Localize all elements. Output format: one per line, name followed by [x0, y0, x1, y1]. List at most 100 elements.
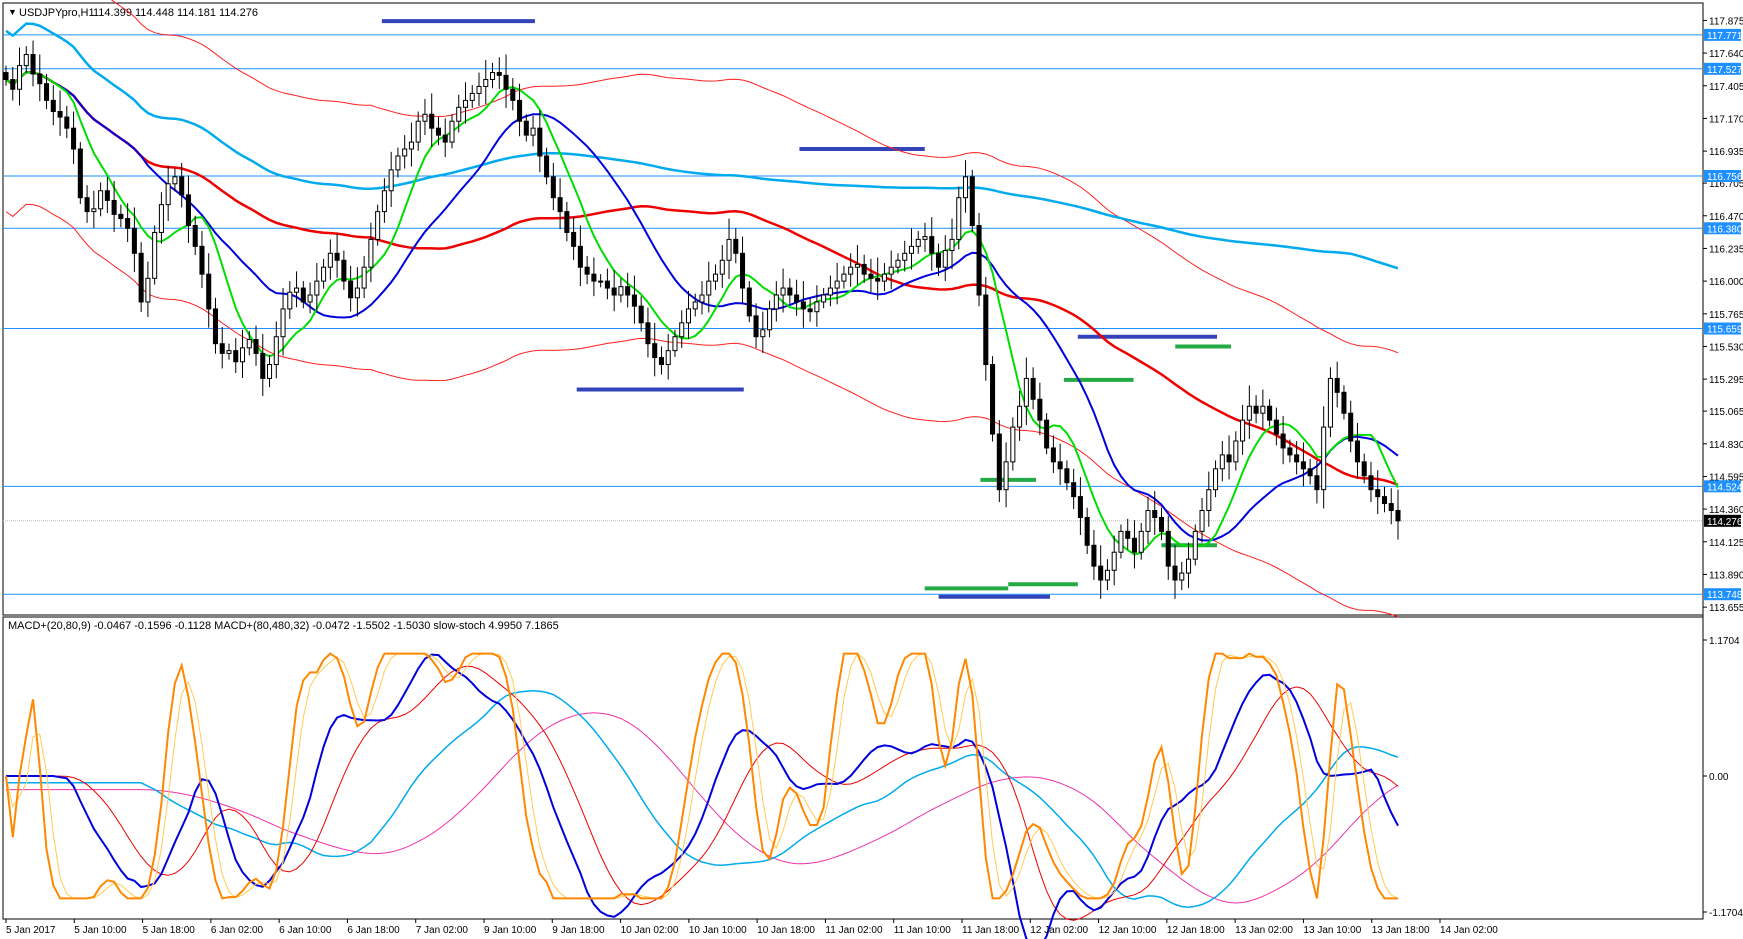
bear-candle: [1165, 516, 1171, 580]
candle-body: [1361, 461, 1367, 477]
price-tick-label: 116.000: [1709, 277, 1743, 288]
bull-candle: [719, 244, 725, 288]
candle-body: [577, 245, 583, 268]
candle-body: [1199, 510, 1205, 532]
candle-body: [429, 113, 435, 129]
time-tick-label: 14 Jan 02:00: [1440, 925, 1498, 936]
bear-candle: [794, 279, 800, 316]
candle-body: [523, 120, 529, 136]
candle-body: [1192, 530, 1198, 560]
candle-body: [753, 315, 759, 338]
bear-candle: [638, 296, 644, 332]
bull-candle: [226, 343, 232, 360]
bear-candle: [1273, 407, 1279, 446]
bear-candle: [1064, 460, 1070, 491]
bull-candle: [1003, 442, 1009, 508]
candle-body: [1294, 454, 1300, 463]
bear-candle: [1057, 443, 1063, 486]
bull-candle: [1023, 357, 1029, 426]
candle-body: [881, 273, 887, 282]
price-tick-label: 117.875: [1709, 16, 1743, 27]
bear-candle: [1253, 395, 1259, 424]
candle-body: [706, 280, 712, 296]
candle-body: [929, 236, 935, 254]
bull-candle: [1111, 535, 1117, 586]
indicator-tick-label: 0.00: [1709, 772, 1729, 783]
candle-body: [719, 259, 725, 275]
bull-candle: [307, 282, 313, 314]
bull-candle: [483, 60, 489, 104]
candle-body: [361, 266, 367, 289]
slow-signal-line: [6, 712, 1399, 904]
time-tick-label: 10 Jan 10:00: [689, 925, 747, 936]
bear-candle: [334, 233, 340, 278]
price-tick-label: 114.360: [1709, 505, 1743, 516]
candle-body: [983, 294, 989, 366]
bull-candle: [469, 85, 475, 108]
candle-body: [875, 277, 881, 282]
price-tick-label: 116.235: [1709, 244, 1743, 255]
candle-body: [192, 224, 198, 247]
bull-candle: [1145, 496, 1151, 544]
candle-body: [1185, 558, 1192, 574]
candle-body: [1098, 565, 1104, 581]
bull-candle: [462, 82, 469, 124]
candle-body: [1138, 530, 1144, 553]
bull-candle: [246, 331, 252, 356]
candle-body: [1240, 419, 1246, 442]
level-price-tag: [1704, 62, 1741, 75]
bear-candle: [658, 346, 664, 375]
bear-candle: [983, 276, 989, 381]
candle-body: [598, 280, 604, 283]
bear-candle: [611, 269, 617, 312]
bull-candle: [294, 271, 300, 308]
bear-candle: [1071, 468, 1077, 510]
time-tick-label: 11 Jan 18:00: [962, 925, 1020, 936]
candle-body: [949, 238, 955, 252]
main-panel-frame[interactable]: [2, 2, 1704, 616]
time-tick-label: 12 Jan 02:00: [1030, 925, 1088, 936]
candle-body: [544, 155, 550, 178]
candle-body: [395, 155, 401, 171]
bull-candle: [814, 285, 820, 327]
bear-candle: [1334, 361, 1340, 408]
bear-candle: [64, 105, 70, 139]
candle-body: [1037, 398, 1043, 421]
bear-candle: [976, 212, 982, 307]
bull-candle: [922, 222, 928, 252]
bear-candle: [111, 181, 117, 232]
bull-candle: [760, 311, 766, 353]
candle-body: [165, 183, 171, 206]
bear-candle: [185, 175, 191, 244]
price-axis: 117.875 117.640 117.405 117.170 116.935 116.7…: [1703, 16, 1743, 614]
price-tick-label: 115.065: [1709, 407, 1743, 418]
bear-candle: [341, 250, 347, 290]
indicator-panel-frame[interactable]: [2, 616, 1704, 920]
collapse-arrow-icon[interactable]: ▼: [8, 7, 17, 17]
candle-body: [375, 211, 381, 240]
bear-candle: [544, 147, 550, 185]
bear-candle: [861, 254, 867, 283]
candle-body: [895, 259, 901, 268]
bear-candle: [496, 57, 502, 90]
upper-envelope-line: [110, 0, 1399, 354]
bull-candle: [841, 265, 847, 289]
stoch-line: [5, 652, 1398, 900]
candle-body: [1165, 530, 1171, 567]
candle-body: [821, 294, 827, 303]
bear-candle: [118, 204, 124, 228]
candle-body: [64, 116, 70, 129]
bear-candle: [429, 93, 435, 147]
candle-body: [1267, 405, 1273, 421]
candle-body: [638, 305, 644, 324]
bull-candle: [145, 261, 151, 317]
bear-candle: [104, 176, 110, 213]
candle-body: [44, 83, 50, 101]
bear-candle: [1280, 415, 1286, 465]
bear-candle: [1098, 545, 1104, 599]
bear-candle: [219, 326, 225, 369]
bear-candle: [631, 275, 637, 324]
candle-body: [517, 99, 523, 122]
bull-candle: [165, 165, 171, 221]
